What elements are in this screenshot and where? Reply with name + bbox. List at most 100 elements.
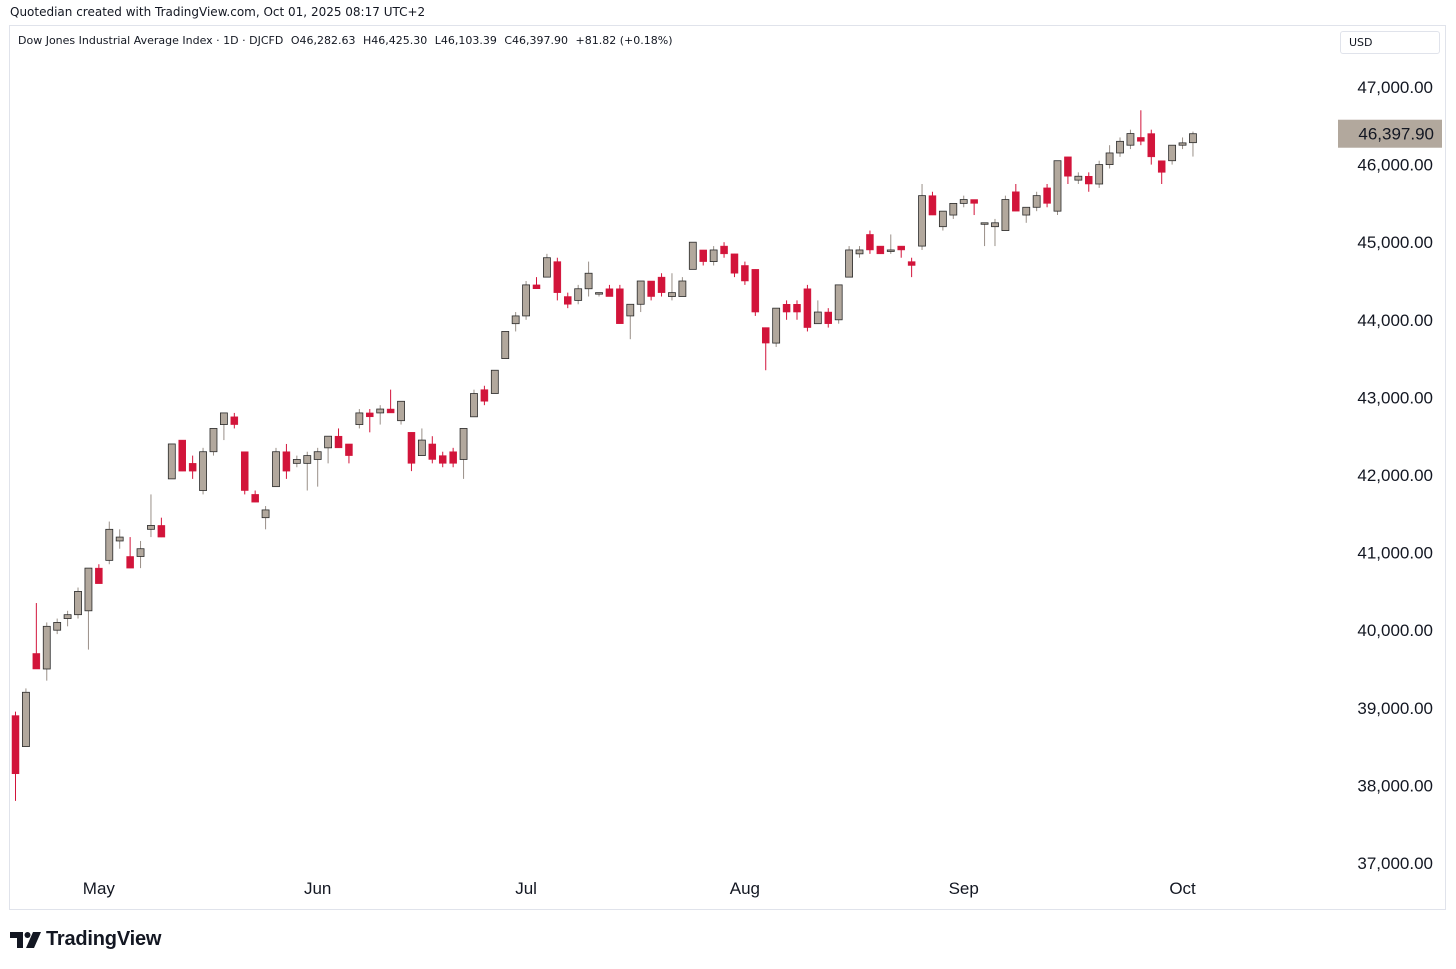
currency-selector[interactable]: USD	[1340, 31, 1440, 54]
candle	[709, 246, 718, 266]
candle	[511, 312, 520, 332]
candle-body	[855, 249, 864, 255]
candle	[886, 234, 895, 254]
candle	[636, 280, 645, 313]
candle	[32, 603, 41, 670]
candle	[386, 389, 395, 414]
candle	[324, 435, 333, 464]
candle-body	[1178, 142, 1187, 146]
y-tick-label: 44,000.00	[1357, 311, 1433, 330]
candle-body	[595, 292, 603, 295]
candle-body	[42, 625, 51, 670]
candle	[803, 284, 812, 332]
candle	[574, 284, 583, 305]
candle	[595, 292, 603, 297]
candle	[157, 517, 166, 538]
x-tick-label: May	[83, 879, 116, 898]
candle	[147, 494, 155, 538]
candle-body	[438, 455, 447, 464]
candle	[22, 688, 30, 748]
candle	[167, 443, 176, 480]
candle	[1001, 195, 1010, 231]
candle	[261, 506, 270, 530]
candle	[1085, 172, 1093, 192]
candle	[980, 222, 989, 247]
candle-body	[449, 451, 457, 464]
candle-body	[1074, 175, 1083, 181]
candle	[970, 199, 978, 216]
candle-body	[720, 245, 728, 255]
candle	[564, 292, 572, 309]
tradingview-logo-icon	[10, 931, 41, 948]
candle	[438, 451, 447, 468]
candle-body	[980, 222, 989, 225]
candle	[42, 622, 51, 681]
candle-body	[1043, 187, 1051, 204]
low-value: L46,103.39	[434, 34, 497, 47]
candle	[199, 447, 207, 495]
candle	[678, 277, 687, 297]
chart-frame	[9, 25, 1446, 910]
candle-body	[240, 451, 249, 491]
candle-body	[699, 249, 707, 262]
candle-body	[345, 443, 353, 456]
open-value: O46,282.63	[290, 34, 356, 47]
candle	[1012, 184, 1020, 212]
candle	[272, 447, 280, 488]
symbol-legend: Dow Jones Industrial Average Index · 1D …	[18, 34, 676, 47]
candle	[449, 447, 457, 468]
candle	[699, 249, 707, 266]
candle-body	[366, 412, 374, 418]
candle-body	[1064, 156, 1072, 177]
candle	[866, 230, 874, 254]
candle-body	[1189, 133, 1197, 144]
candle-body	[532, 284, 541, 290]
last-price-label: 46,397.90	[1358, 125, 1434, 144]
y-tick-label: 39,000.00	[1357, 699, 1433, 718]
candle-body	[417, 439, 426, 456]
candle	[876, 245, 885, 255]
candle	[897, 245, 905, 258]
candle-body	[751, 269, 760, 313]
candle-body	[949, 202, 958, 216]
candle	[53, 618, 62, 635]
candle-body	[803, 288, 812, 328]
candle	[428, 436, 437, 464]
candle	[1168, 144, 1177, 165]
candle-body	[709, 249, 718, 263]
candle	[938, 210, 947, 231]
candle	[751, 269, 760, 316]
candle	[1095, 160, 1104, 188]
candle	[397, 400, 405, 425]
candle	[918, 184, 926, 250]
brand[interactable]: TradingView	[10, 928, 161, 951]
candle	[907, 257, 916, 278]
time-axis: May Jun Jul Aug Sep Oct	[83, 879, 1196, 898]
candle	[74, 587, 82, 619]
candle-body	[157, 525, 166, 538]
candle-body	[53, 622, 62, 631]
candle	[793, 300, 801, 320]
candle	[1032, 191, 1041, 212]
candles-layer	[11, 110, 1197, 801]
candle-body	[376, 408, 385, 414]
change-value: +81.82 (+0.18%)	[575, 34, 673, 47]
candle	[616, 284, 624, 324]
candle	[772, 307, 781, 347]
candle-body	[845, 249, 853, 278]
candle	[720, 242, 728, 258]
candle-body	[1085, 175, 1093, 185]
candle-body	[761, 327, 770, 344]
candle	[11, 711, 20, 801]
candle	[282, 443, 291, 479]
candle-body	[522, 284, 530, 317]
candle	[834, 284, 843, 324]
candle-body	[470, 393, 478, 418]
candle-body	[282, 451, 291, 472]
candle	[240, 451, 249, 495]
candle	[95, 564, 103, 584]
candle-body	[22, 691, 30, 748]
candle-body	[782, 304, 791, 313]
symbol-name[interactable]: Dow Jones Industrial Average Index · 1D …	[18, 34, 284, 47]
